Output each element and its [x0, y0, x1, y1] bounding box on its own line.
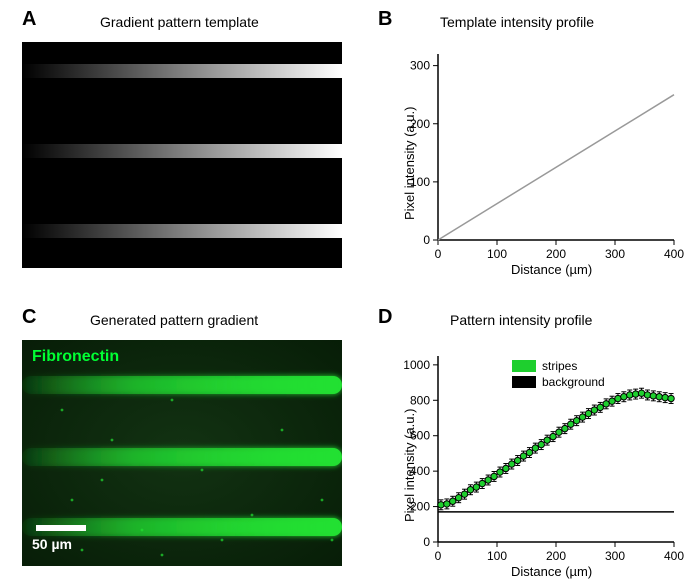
panel-b-xlabel: Distance (µm): [511, 262, 592, 277]
panel-b-chart: 01002003004000100200300: [390, 44, 686, 280]
panel-d-title: Pattern intensity profile: [450, 312, 592, 328]
svg-text:100: 100: [487, 549, 507, 563]
template-gradient-stripe: [22, 224, 342, 238]
panel-d-chart: 010020030040002004006008001000: [390, 346, 686, 582]
svg-text:300: 300: [605, 549, 625, 563]
legend-swatch: [512, 376, 536, 388]
svg-text:0: 0: [423, 233, 430, 247]
svg-text:400: 400: [664, 247, 684, 261]
svg-text:800: 800: [410, 393, 430, 407]
svg-text:100: 100: [487, 247, 507, 261]
template-gradient-stripe: [22, 64, 342, 78]
svg-text:200: 200: [546, 549, 566, 563]
svg-text:0: 0: [435, 247, 442, 261]
svg-text:1000: 1000: [403, 358, 430, 372]
svg-text:400: 400: [664, 549, 684, 563]
svg-text:300: 300: [410, 59, 430, 73]
panel-b-title: Template intensity profile: [440, 14, 594, 30]
panel-d-letter: D: [378, 306, 392, 329]
svg-text:0: 0: [423, 535, 430, 549]
svg-text:300: 300: [605, 247, 625, 261]
panel-c-letter: C: [22, 306, 36, 329]
scale-bar-label: 50 µm: [32, 536, 72, 552]
scale-bar: [36, 525, 86, 531]
panel-a-letter: A: [22, 8, 36, 31]
legend-swatch: [512, 360, 536, 372]
panel-a-image: [22, 42, 342, 268]
panel-c-image: [22, 340, 342, 566]
template-gradient-stripe: [22, 144, 342, 158]
svg-text:200: 200: [546, 247, 566, 261]
panel-b-ylabel: Pixel intensity (a.u.): [402, 107, 417, 220]
panel-c-title: Generated pattern gradient: [90, 312, 258, 328]
fibronectin-label: Fibronectin: [32, 348, 119, 366]
panel-d-ylabel: Pixel intensity (a.u.): [402, 409, 417, 522]
legend-label: background: [542, 375, 605, 389]
legend-label: stripes: [542, 359, 577, 373]
panel-a-title: Gradient pattern template: [100, 14, 259, 30]
panel-b-letter: B: [378, 8, 392, 31]
panel-d-xlabel: Distance (µm): [511, 564, 592, 579]
svg-text:0: 0: [435, 549, 442, 563]
